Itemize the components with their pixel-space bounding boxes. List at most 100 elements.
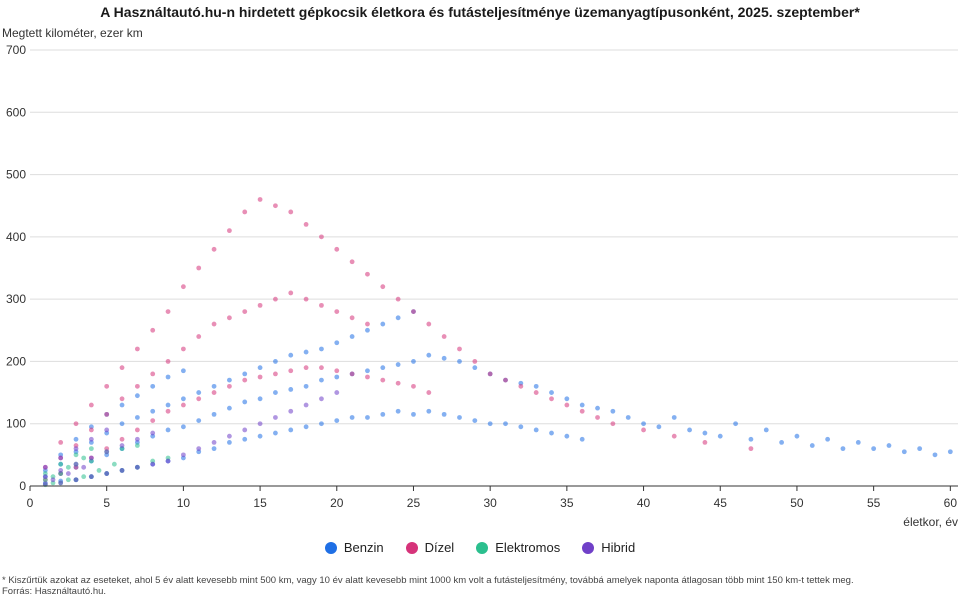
data-point — [472, 418, 478, 423]
data-point — [395, 362, 401, 367]
data-point — [641, 421, 646, 427]
data-point — [134, 443, 140, 448]
data-point — [134, 464, 140, 470]
data-point — [150, 371, 156, 377]
data-point — [794, 433, 800, 439]
data-point — [257, 433, 263, 439]
data-point — [242, 427, 248, 433]
data-point — [180, 424, 186, 430]
y-tick-label: 200 — [6, 354, 26, 368]
data-point — [88, 455, 94, 461]
data-point — [411, 411, 416, 417]
data-point — [50, 477, 56, 483]
data-point — [119, 436, 125, 442]
data-point — [196, 265, 202, 271]
data-point — [641, 427, 646, 433]
data-point — [96, 468, 102, 473]
data-point — [441, 355, 447, 361]
data-point — [349, 415, 355, 420]
data-point — [180, 396, 186, 402]
data-point — [150, 327, 156, 333]
data-point — [134, 393, 140, 399]
data-point — [227, 405, 232, 411]
legend-marker-dizel — [405, 541, 418, 554]
data-point — [165, 458, 171, 464]
data-point — [303, 365, 309, 371]
data-point — [687, 427, 692, 433]
data-point — [656, 424, 662, 430]
data-point — [257, 302, 263, 308]
legend-item-benzin[interactable]: Benzin — [324, 540, 384, 555]
data-point — [365, 374, 370, 380]
data-point — [273, 415, 278, 420]
data-point — [119, 396, 125, 402]
data-point — [273, 371, 278, 377]
data-point — [441, 411, 447, 417]
data-point — [150, 408, 156, 414]
data-point — [487, 371, 493, 377]
data-point — [825, 436, 831, 442]
data-point — [273, 430, 278, 436]
data-point — [365, 271, 370, 277]
data-point — [88, 427, 94, 433]
data-point — [472, 359, 478, 364]
x-tick-label: 40 — [637, 496, 651, 510]
data-point — [288, 387, 294, 392]
data-point — [349, 371, 355, 377]
data-point — [380, 411, 386, 417]
legend-item-dizel[interactable]: Dízel — [405, 540, 454, 555]
data-point — [150, 461, 156, 467]
data-point — [58, 461, 64, 467]
footnote-source: Forrás: Használtautó.hu. — [2, 586, 107, 597]
y-tick-label: 300 — [6, 292, 26, 306]
data-point — [104, 471, 110, 476]
y-tick-label: 500 — [6, 168, 26, 182]
data-point — [257, 365, 263, 371]
data-point — [564, 433, 570, 439]
data-point — [549, 430, 554, 436]
data-point — [119, 443, 125, 448]
data-point — [242, 209, 248, 215]
data-point — [242, 377, 248, 383]
data-point — [334, 390, 340, 395]
data-point — [58, 480, 64, 486]
data-point — [395, 315, 401, 321]
data-point — [119, 468, 125, 473]
data-point — [901, 449, 907, 455]
data-point — [579, 402, 585, 408]
data-point — [426, 390, 432, 395]
x-tick-label: 0 — [27, 496, 34, 510]
data-point — [886, 443, 892, 448]
data-point — [671, 415, 677, 420]
data-point — [319, 377, 324, 383]
data-point — [303, 296, 309, 302]
footnote-note: * Kiszűrtük azokat az eseteket, ahol 5 é… — [2, 575, 854, 586]
data-point — [211, 390, 217, 395]
data-point — [426, 321, 432, 327]
legend-item-elektromos[interactable]: Elektromos — [476, 540, 560, 555]
data-point — [932, 452, 938, 458]
data-point — [165, 427, 171, 433]
data-point — [180, 284, 186, 290]
data-point — [211, 411, 217, 417]
data-point — [165, 408, 171, 414]
data-point — [211, 440, 217, 445]
data-point — [273, 203, 278, 209]
legend-item-hibrid[interactable]: Hibrid — [582, 540, 635, 555]
data-point — [65, 471, 71, 476]
data-point — [702, 430, 708, 436]
data-point — [595, 405, 600, 411]
x-tick-label: 15 — [253, 496, 267, 510]
data-point — [288, 408, 294, 414]
data-point — [288, 352, 294, 358]
data-point — [134, 383, 140, 389]
data-point — [196, 396, 202, 402]
data-point — [595, 415, 600, 420]
data-point — [748, 446, 754, 452]
data-point — [119, 365, 125, 371]
data-point — [165, 402, 171, 408]
data-point — [227, 440, 232, 445]
data-point — [319, 365, 324, 371]
x-tick-label: 60 — [944, 496, 958, 510]
data-point — [257, 421, 263, 427]
